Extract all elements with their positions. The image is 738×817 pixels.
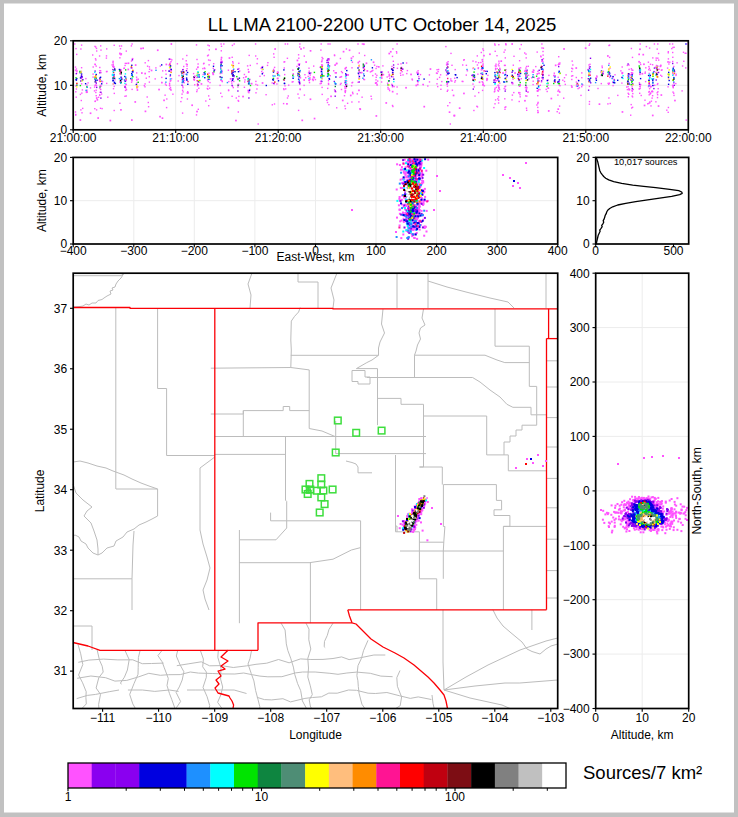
svg-text:East-West, km: East-West, km	[277, 250, 355, 264]
svg-text:22:00:00: 22:00:00	[665, 131, 712, 145]
svg-text:20: 20	[54, 151, 68, 165]
svg-text:−110: −110	[146, 711, 172, 725]
svg-text:21:10:00: 21:10:00	[152, 131, 199, 145]
svg-text:34: 34	[54, 483, 68, 497]
svg-text:−107: −107	[313, 711, 340, 725]
svg-text:−103: −103	[537, 711, 564, 725]
svg-text:−111: −111	[90, 711, 116, 725]
svg-text:20: 20	[576, 151, 590, 165]
svg-text:21:50:00: 21:50:00	[562, 131, 609, 145]
svg-text:100: 100	[570, 430, 590, 444]
svg-text:36: 36	[54, 362, 68, 376]
svg-text:21:40:00: 21:40:00	[460, 131, 507, 145]
svg-text:300: 300	[570, 321, 590, 335]
svg-text:10: 10	[576, 194, 590, 208]
svg-text:Sources/7 km²: Sources/7 km²	[583, 762, 702, 783]
svg-text:North-South, km: North-South, km	[691, 447, 705, 534]
svg-text:−300: −300	[120, 244, 147, 258]
svg-text:0: 0	[583, 237, 590, 251]
svg-text:35: 35	[54, 423, 68, 437]
svg-text:21:20:00: 21:20:00	[255, 131, 302, 145]
svg-text:0: 0	[592, 711, 599, 725]
svg-text:10: 10	[54, 194, 68, 208]
svg-text:37: 37	[54, 302, 68, 316]
svg-text:1: 1	[65, 790, 72, 804]
svg-text:10,017 sources: 10,017 sources	[614, 157, 678, 167]
svg-text:−108: −108	[257, 711, 284, 725]
svg-text:20: 20	[682, 711, 696, 725]
svg-text:Altitude, km: Altitude, km	[35, 54, 49, 117]
svg-text:Altitude, km: Altitude, km	[611, 728, 674, 742]
svg-text:−104: −104	[481, 711, 508, 725]
svg-text:300: 300	[487, 244, 507, 258]
svg-text:Longitude: Longitude	[289, 728, 342, 742]
svg-text:21:00:00: 21:00:00	[50, 131, 97, 145]
svg-text:Latitude: Latitude	[33, 469, 47, 512]
svg-text:10: 10	[255, 790, 269, 804]
svg-text:0: 0	[61, 237, 68, 251]
svg-text:31: 31	[54, 664, 68, 678]
svg-text:10: 10	[54, 79, 68, 93]
svg-text:−200: −200	[563, 593, 590, 607]
svg-text:−300: −300	[563, 647, 590, 661]
svg-text:Altitude, km: Altitude, km	[35, 169, 49, 232]
svg-text:−100: −100	[241, 244, 268, 258]
svg-text:100: 100	[445, 790, 465, 804]
svg-text:10: 10	[636, 711, 650, 725]
svg-text:33: 33	[54, 544, 68, 558]
svg-text:100: 100	[366, 244, 386, 258]
svg-text:32: 32	[54, 604, 68, 618]
svg-text:20: 20	[54, 34, 68, 48]
svg-text:500: 500	[663, 244, 683, 258]
svg-text:−400: −400	[563, 702, 590, 716]
svg-text:0: 0	[583, 484, 590, 498]
svg-text:−100: −100	[563, 539, 590, 553]
svg-text:−106: −106	[369, 711, 396, 725]
svg-text:400: 400	[570, 267, 590, 281]
svg-text:200: 200	[570, 375, 590, 389]
svg-text:−200: −200	[181, 244, 208, 258]
svg-text:LL LMA 2100-2200 UTC October 1: LL LMA 2100-2200 UTC October 14, 2025	[208, 14, 557, 35]
svg-text:−105: −105	[425, 711, 452, 725]
svg-text:0: 0	[61, 123, 68, 137]
svg-text:−109: −109	[201, 711, 228, 725]
svg-text:0: 0	[592, 244, 599, 258]
svg-text:21:30:00: 21:30:00	[357, 131, 404, 145]
svg-text:400: 400	[548, 244, 568, 258]
svg-text:200: 200	[427, 244, 447, 258]
